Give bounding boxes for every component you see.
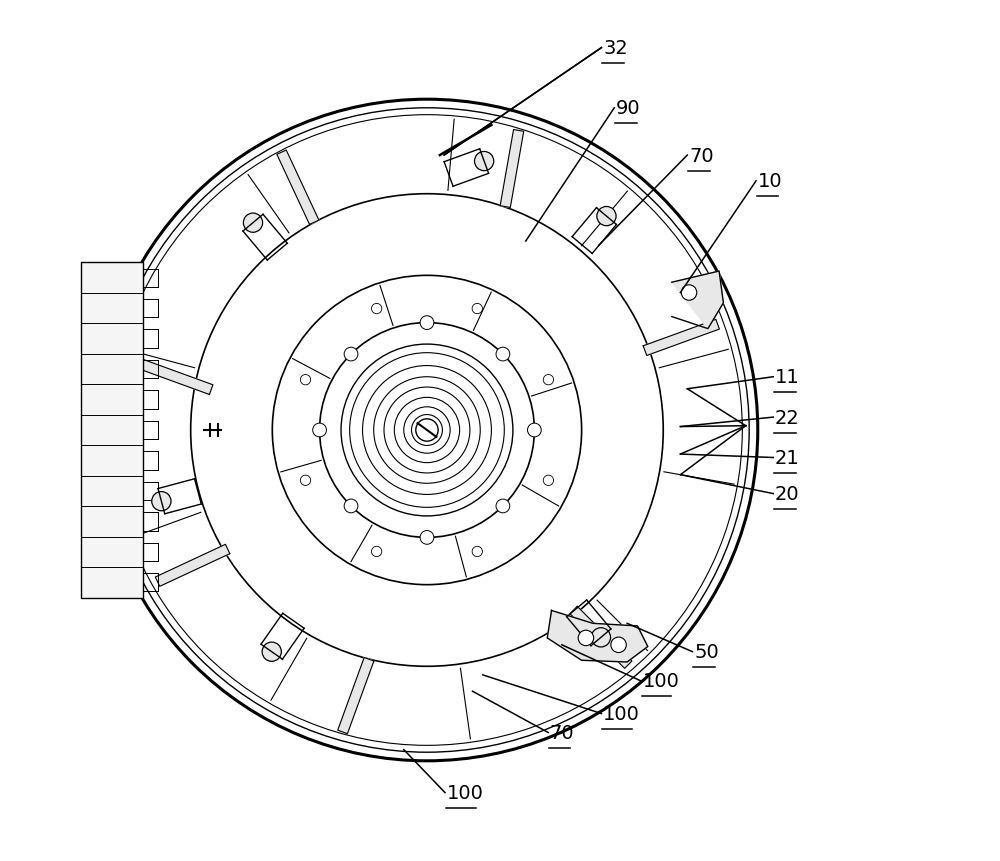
Polygon shape [137, 359, 213, 395]
Circle shape [597, 208, 616, 226]
Circle shape [578, 630, 594, 646]
Circle shape [262, 642, 281, 661]
Circle shape [152, 492, 171, 511]
Text: 20: 20 [775, 485, 800, 504]
Polygon shape [672, 272, 723, 329]
Circle shape [344, 348, 358, 362]
Circle shape [472, 304, 482, 314]
Circle shape [611, 637, 626, 653]
Circle shape [372, 304, 382, 314]
Circle shape [543, 475, 554, 486]
Circle shape [475, 152, 494, 171]
Circle shape [420, 316, 434, 330]
Circle shape [543, 375, 554, 386]
Circle shape [420, 531, 434, 545]
Text: 50: 50 [694, 642, 719, 661]
Text: 100: 100 [643, 672, 680, 691]
Polygon shape [500, 130, 524, 208]
Circle shape [300, 475, 311, 486]
Circle shape [344, 499, 358, 513]
Text: 100: 100 [603, 704, 640, 723]
Circle shape [372, 547, 382, 557]
Circle shape [496, 499, 510, 513]
Text: 70: 70 [689, 146, 714, 165]
Text: 100: 100 [447, 784, 484, 802]
Circle shape [496, 348, 510, 362]
Circle shape [591, 628, 611, 647]
Circle shape [243, 214, 263, 233]
Polygon shape [338, 658, 374, 734]
Bar [81, 263, 143, 598]
Polygon shape [155, 545, 230, 586]
Text: 11: 11 [775, 368, 800, 387]
Circle shape [300, 375, 311, 386]
Polygon shape [643, 320, 719, 356]
Circle shape [313, 424, 326, 437]
Text: 22: 22 [775, 408, 800, 427]
Text: 90: 90 [616, 99, 641, 118]
Polygon shape [277, 151, 319, 226]
Text: 10: 10 [758, 172, 782, 191]
Polygon shape [570, 607, 632, 668]
Circle shape [527, 424, 541, 437]
Text: 70: 70 [550, 723, 574, 742]
Polygon shape [547, 610, 648, 662]
Circle shape [472, 547, 482, 557]
Text: 21: 21 [775, 449, 800, 468]
Circle shape [681, 286, 697, 300]
Text: 32: 32 [603, 39, 628, 58]
